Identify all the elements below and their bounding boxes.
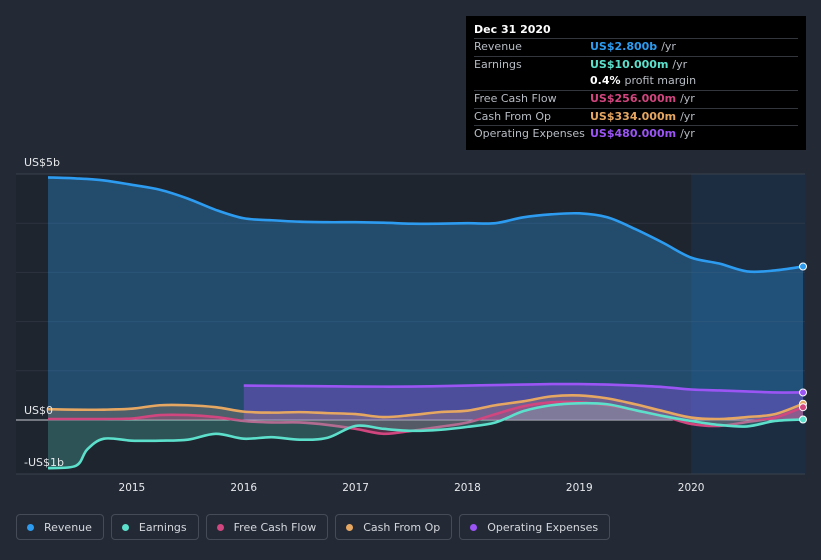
tooltip-row: 0.4% profit margin [474,73,798,90]
x-tick-label: 2016 [230,482,257,494]
chart-area: US$5b US$0 -US$1b 2015 2016 2017 2018 2019 2020 [16,156,807,494]
legend-item-operating-expenses[interactable]: Operating Expenses [459,514,611,540]
tooltip-unit: /yr [661,40,676,53]
series-end-point-revenue [799,262,807,271]
series-line-revenue [47,176,804,274]
legend-item-cash-from-op[interactable]: Cash From Op [335,514,453,540]
tooltip-unit: /yr [680,92,695,106]
series-end-point-free-cash-flow [799,403,807,412]
legend-label: Earnings [138,520,187,534]
tooltip-label: Free Cash Flow [474,92,557,106]
tooltip-unit: /yr [680,109,695,123]
tooltip-value: US$480.000m [590,127,677,141]
x-tick-label: 2015 [119,482,146,494]
tooltip-row: Earnings US$10.000m/yr [474,55,798,74]
series-area-revenue [48,177,803,420]
tooltip-row: Operating Expenses US$480.000m/yr [474,125,798,143]
tooltip-row: Free Cash Flow US$256.000m/yr [474,90,798,108]
tooltip-row: Revenue US$2.800b/yr [474,38,798,56]
series-line-earnings [47,401,804,470]
y-tick-label: US$0 [24,404,53,417]
legend-item-earnings[interactable]: Earnings [110,514,199,540]
series-end-point-operating-expenses [799,388,807,397]
x-tick-label: 2017 [342,482,369,494]
series-end-point-earnings [799,415,807,424]
legend-dot-icon [470,523,478,531]
tooltip-unit: profit margin [624,74,697,88]
tooltip-label: Cash From Op [474,109,552,123]
series-line-operating-expenses [243,382,804,394]
series-line-cash-from-op [47,393,804,421]
tooltip-label: Operating Expenses [474,127,585,141]
tooltip-value: US$256.000m [590,92,677,106]
series-area-free-cash-flow [48,401,803,434]
tooltip-value: US$10.000m [590,57,669,71]
tooltip-unit: /yr [672,57,688,71]
legend-dot-icon [346,523,354,531]
tooltip-date: Dec 31 2020 [474,23,551,36]
tooltip-row: Cash From Op US$334.000m/yr [474,107,798,126]
legend-item-revenue[interactable]: Revenue [16,514,104,540]
legend-label: Revenue [44,520,92,534]
x-tick-label: 2018 [454,482,481,494]
tooltip-value: US$2.800b [590,40,658,53]
legend-item-free-cash-flow[interactable]: Free Cash Flow [205,514,329,540]
tooltip-value: US$334.000m [590,109,677,123]
tooltip: Dec 31 2020 Revenue US$2.800b/yr Earnings U… [466,16,806,150]
tooltip-unit: /yr [680,127,695,141]
x-tick-label: 2020 [678,482,705,494]
tooltip-label: Revenue [474,40,522,53]
legend-label: Free Cash Flow [233,520,317,534]
series-line-free-cash-flow [47,400,804,436]
y-tick-label: US$5b [24,156,60,169]
tooltip-label: Earnings [474,57,522,71]
legend-label: Operating Expenses [487,520,599,534]
legend: Revenue Earnings Free Cash Flow Cash From O… [16,514,611,542]
series-area-cash-from-op [48,395,803,420]
x-tick-label: 2019 [566,482,593,494]
tooltip-label [474,73,590,90]
legend-dot-icon [27,523,34,531]
y-tick-label: -US$1b [24,456,64,469]
legend-dot-icon [216,523,224,531]
tooltip-value: 0.4% [590,74,621,88]
legend-dot-icon [121,523,129,531]
series-area-earnings [48,403,803,469]
legend-label: Cash From Op [363,520,441,534]
